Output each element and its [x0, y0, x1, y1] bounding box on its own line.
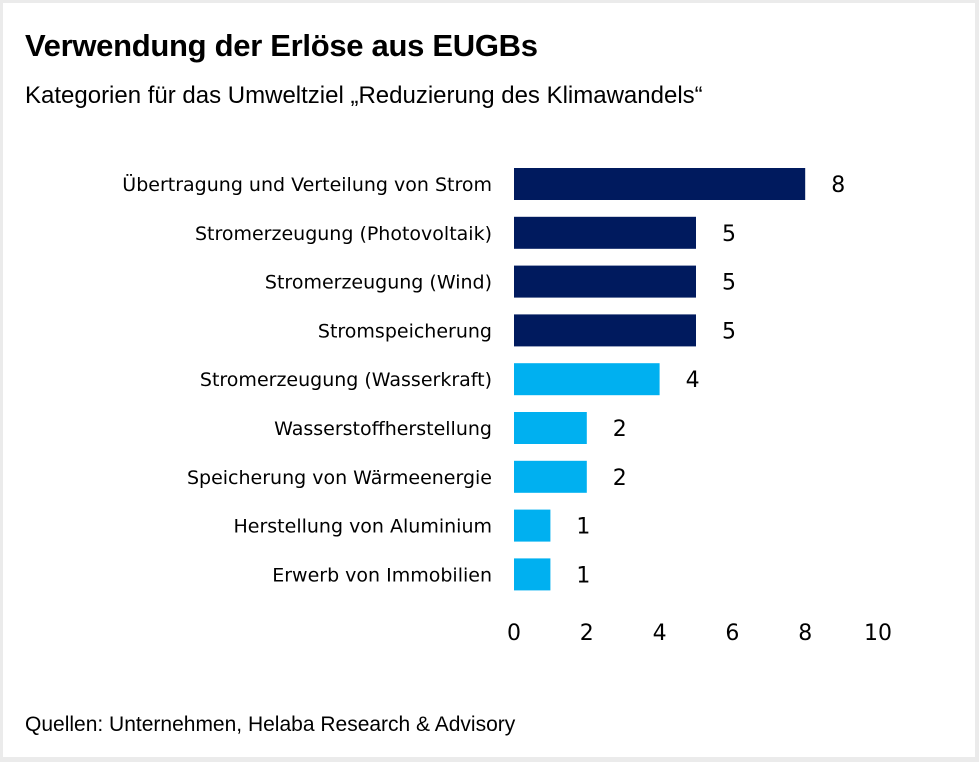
x-tick-label: 8 [798, 621, 812, 646]
category-label: Übertragung und Verteilung von Strom [122, 173, 492, 196]
value-label: 4 [686, 368, 700, 393]
bar [514, 168, 806, 200]
category-label: Stromspeicherung [318, 320, 492, 342]
chart-card [3, 3, 975, 757]
bar [514, 412, 587, 444]
x-tick-label: 6 [725, 621, 739, 646]
value-label: 1 [576, 515, 590, 540]
value-label: 1 [576, 563, 590, 588]
value-label: 2 [613, 466, 627, 491]
x-tick-label: 0 [507, 621, 521, 646]
value-label: 5 [722, 271, 736, 296]
bar [514, 216, 696, 249]
category-labels: Übertragung und Verteilung von Strom Stro… [122, 173, 492, 586]
bars-layer [514, 168, 806, 591]
category-label: Speicherung von Wärmeenergie [187, 467, 492, 489]
x-tick-label: 2 [580, 621, 594, 646]
category-label: Herstellung von Aluminium [234, 516, 493, 538]
bar [514, 363, 660, 396]
bar [514, 314, 696, 347]
bar [514, 460, 587, 493]
category-label: Stromerzeugung (Wind) [265, 272, 492, 294]
category-label: Wasserstoffherstellung [274, 418, 492, 440]
value-label: 2 [613, 417, 627, 442]
x-tick-label: 4 [653, 621, 667, 646]
x-tick-label: 10 [864, 621, 892, 646]
source-note: Quellen: Unternehmen, Helaba Research & … [25, 713, 516, 736]
x-axis-ticks: 0 2 4 6 8 10 [507, 621, 892, 646]
category-label: Erwerb von Immobilien [272, 564, 492, 586]
value-label: 5 [722, 222, 736, 247]
chart-title: Verwendung der Erlöse aus EUGBs [25, 28, 538, 63]
bar [514, 558, 551, 591]
value-label: 5 [722, 319, 736, 344]
category-label: Stromerzeugung (Wasserkraft) [200, 369, 492, 391]
bar [514, 509, 551, 542]
category-label: Stromerzeugung (Photovoltaik) [195, 223, 492, 245]
chart-subtitle: Kategorien für das Umweltziel „Reduzieru… [25, 82, 703, 109]
bar [514, 265, 696, 298]
value-label: 8 [831, 173, 845, 198]
